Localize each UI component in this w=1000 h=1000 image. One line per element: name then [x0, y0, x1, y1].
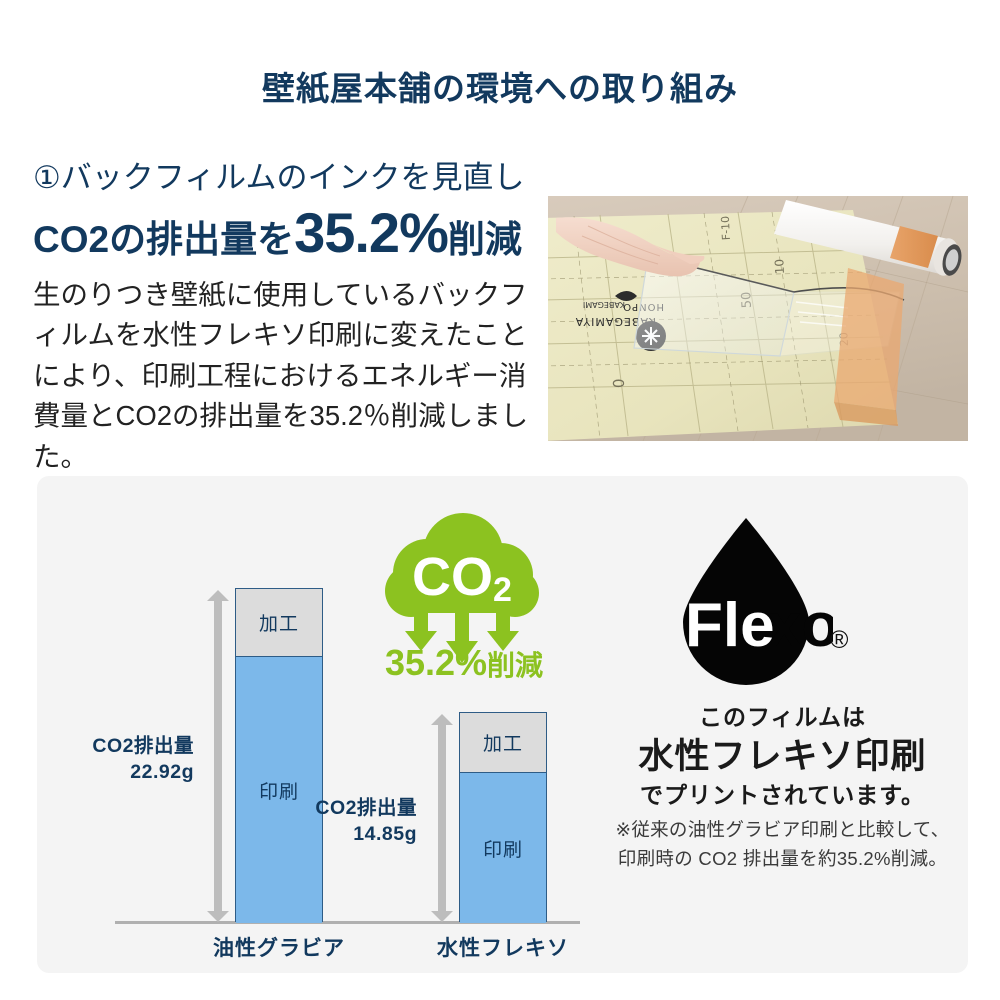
- bar-2-total-label: CO2排出量 14.85g: [305, 795, 417, 848]
- flexo-droplet-svg: Fle xo: [683, 518, 839, 685]
- chart-baseline: [115, 921, 580, 924]
- headline-value: 35.2%: [294, 201, 449, 264]
- page-title: 壁紙屋本舗の環境への取り組み: [262, 70, 738, 107]
- flexo-footnote-line-1: ※従来の油性グラビア印刷と比較して、: [615, 819, 950, 840]
- flexo-logo-light: Fle: [685, 591, 775, 660]
- flexo-logo-dark: xo: [767, 591, 833, 660]
- category-label-water-flexo: 水性フレキソ: [437, 937, 569, 960]
- svg-text:0: 0: [610, 378, 628, 388]
- bar-1-total-arrow: [207, 590, 229, 922]
- bar-1-total-caption: CO2排出量: [92, 735, 194, 757]
- co2-reduction-word: 削減: [487, 650, 544, 681]
- bar-segment-print-1: 印刷: [236, 657, 322, 923]
- svg-text:KABEGAMI: KABEGAMI: [583, 300, 625, 309]
- flexo-line-1: このフィルムは: [698, 704, 867, 730]
- registered-trademark-icon: ®: [830, 626, 849, 654]
- bar-2-total-arrow: [431, 714, 453, 922]
- svg-text:10: 10: [772, 259, 787, 275]
- flexo-droplet-logo: Fle xo: [659, 514, 839, 688]
- bar-segment-process-2: 加工: [460, 713, 546, 773]
- flexo-footnote-line-2: 印刷時の CO2 排出量を約35.2%削減。: [617, 847, 948, 869]
- flexo-footnote: ※従来の油性グラビア印刷と比較して、 印刷時の CO2 排出量を約35.2%削減…: [597, 816, 968, 873]
- category-label-oil-gravure: 油性グラビア: [213, 937, 345, 960]
- intro-lead: ①バックフィルムのインクを見直し: [33, 160, 525, 195]
- photo-illustration: 0 50 10 F-10 20 KABEGAMI KABEGAMIYA: [548, 196, 968, 441]
- bar-2-total-value: 14.85g: [353, 823, 417, 846]
- svg-text:KABEGAMIYA: KABEGAMIYA: [575, 315, 656, 328]
- flexo-block: Fle xo ® このフィルムは 水性フレキソ印刷 でプリントされています。 ※…: [597, 476, 968, 973]
- co2-reduction-text: 35.2%削減: [349, 642, 579, 684]
- intro-body-text: 生のりつき壁紙に使用しているバックフィルムを水性フレキソ印刷に変えたことにより、…: [33, 279, 529, 472]
- headline-prefix: CO2の排出量を: [33, 219, 295, 260]
- co2-bar-chart: 加工 印刷 CO2排出量 22.92g 油性グラビア 加工 印刷: [37, 476, 597, 973]
- comparison-panel: 加工 印刷 CO2排出量 22.92g 油性グラビア 加工 印刷: [37, 476, 968, 973]
- co2-reduction-value: 35.2%: [384, 642, 488, 683]
- headline-suffix: 削減: [447, 219, 522, 260]
- bar-1-total-value: 22.92g: [130, 761, 194, 784]
- bar-segment-print-2: 印刷: [460, 773, 546, 923]
- intro-body: 生のりつき壁紙に使用しているバックフィルムを水性フレキソ印刷に変えたことにより、…: [33, 275, 553, 477]
- bar-water-flexo: 加工 印刷: [459, 712, 547, 923]
- bar-segment-process-1: 加工: [236, 589, 322, 657]
- bar-oil-gravure: 加工 印刷: [235, 588, 323, 923]
- wallpaper-film-photo: 0 50 10 F-10 20 KABEGAMI KABEGAMIYA: [548, 196, 968, 441]
- co2-cloud-icon: CO2: [367, 501, 557, 691]
- flexo-line-3: でプリントされています。: [639, 782, 925, 808]
- co2-cloud-svg: CO2: [385, 513, 539, 663]
- bar-1-total-label: CO2排出量 22.92g: [82, 733, 194, 786]
- svg-text:F-10: F-10: [719, 216, 733, 241]
- flexo-line-2: 水性フレキソ印刷: [638, 737, 927, 776]
- bar-2-total-caption: CO2排出量: [315, 797, 417, 819]
- intro-headline: CO2の排出量を 35.2% 削減: [33, 205, 522, 263]
